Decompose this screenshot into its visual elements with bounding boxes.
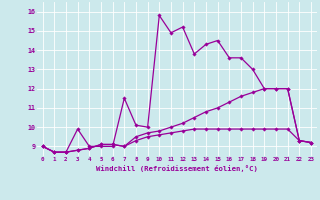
X-axis label: Windchill (Refroidissement éolien,°C): Windchill (Refroidissement éolien,°C): [96, 165, 258, 172]
